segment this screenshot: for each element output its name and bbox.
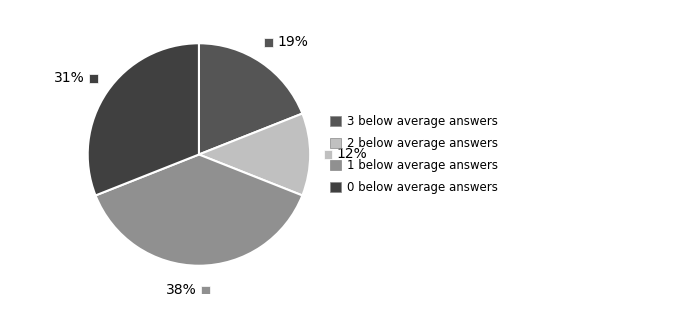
Bar xyxy=(201,286,210,295)
Wedge shape xyxy=(199,113,310,196)
Text: 38%: 38% xyxy=(166,283,197,297)
Bar xyxy=(264,38,273,47)
Bar xyxy=(89,74,98,83)
Wedge shape xyxy=(95,154,303,266)
Wedge shape xyxy=(88,43,199,196)
Text: 12%: 12% xyxy=(337,147,368,162)
Bar xyxy=(324,150,333,159)
Text: 19%: 19% xyxy=(277,35,308,49)
Text: 31%: 31% xyxy=(54,71,84,85)
Wedge shape xyxy=(199,43,303,154)
Legend: 3 below average answers, 2 below average answers, 1 below average answers, 0 bel: 3 below average answers, 2 below average… xyxy=(330,115,497,194)
